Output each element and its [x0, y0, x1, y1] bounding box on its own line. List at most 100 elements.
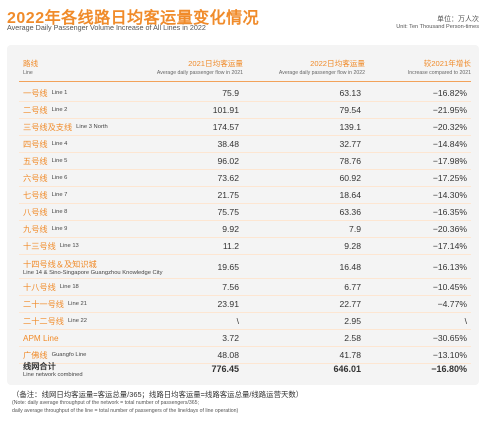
row-growth: −16.82%	[432, 88, 467, 98]
table-row: 二号线 Line 2 101.91 79.54 −21.95%	[19, 102, 471, 119]
header-2021: 2021日均客运量 Average daily passenger flow i…	[157, 58, 243, 76]
table-row: 一号线 Line 1 75.9 63.13 −16.82%	[19, 85, 471, 102]
row-line-name-zh: 二十二号线	[23, 317, 64, 326]
header-divider	[19, 81, 471, 82]
row-growth: −13.10%	[432, 350, 467, 360]
table-row: 十三号线 Line 13 11.2 9.28 −17.14%	[19, 238, 471, 255]
row-line-name: 五号线 Line 5	[23, 153, 67, 169]
row-value-2021: 75.75	[217, 207, 239, 217]
row-value-2022: 2.58	[344, 333, 361, 343]
row-line-name-en: Guangfo Line	[51, 352, 87, 358]
page-title: 2022年各线路日均客运量变化情况	[7, 10, 260, 27]
row-value-2022: 32.77	[339, 139, 361, 149]
row-value-2021: 21.75	[217, 190, 239, 200]
total-name-en: Line network combined	[23, 372, 83, 378]
row-line-name-en: Line 1	[51, 90, 68, 96]
row-growth: −20.32%	[432, 122, 467, 132]
footnote-zh: （备注：线网日均客运量=客运总量/365；线路日均客运量=线路客运总量/线路运营…	[12, 390, 304, 399]
row-growth: −17.14%	[432, 241, 467, 251]
row-value-2021: 101.91	[212, 105, 239, 115]
row-line-name-zh: 二十一号线	[23, 300, 64, 309]
row-line-name-en: Line 14 & Sino-Singapore Guangzhou Knowl…	[23, 269, 163, 276]
row-value-2022: 22.77	[339, 299, 361, 309]
row-value-2021: 38.48	[217, 139, 239, 149]
row-line-name-zh: 一号线	[23, 89, 48, 98]
row-value-2021: 9.92	[222, 224, 239, 234]
row-value-2021: 174.57	[212, 122, 239, 132]
row-value-2022: 60.92	[339, 173, 361, 183]
row-value-2022: 63.36	[339, 207, 361, 217]
row-line-name-zh: 广佛线	[23, 351, 48, 360]
header-2022-en: Average daily passenger flow in 2022	[278, 70, 365, 76]
row-line-name: 二十二号线 Line 22	[23, 313, 87, 329]
row-line-name: 十三号线 Line 13	[23, 238, 79, 254]
row-value-2021: 73.62	[217, 173, 239, 183]
row-line-name-en: Line 4	[51, 141, 68, 147]
row-value-2022: 139.1	[339, 122, 361, 132]
total-row: 线网合计 Line network combined 776.45 646.01…	[19, 358, 471, 380]
row-line-name-zh: 四号线	[23, 140, 48, 149]
row-line-name-zh: 九号线	[23, 225, 48, 234]
row-value-2021: 11.2	[222, 241, 239, 251]
row-value-2021: 19.65	[217, 261, 239, 272]
row-value-2021: 96.02	[217, 156, 239, 166]
row-growth: −4.77%	[437, 299, 467, 309]
total-2021: 776.45	[211, 364, 239, 374]
total-2022: 646.01	[333, 364, 361, 374]
row-line-name: 七号线 Line 7	[23, 187, 67, 203]
row-line-name-en: Line 21	[67, 301, 87, 307]
row-line-name-en: Line 18	[59, 284, 79, 290]
row-value-2021: 7.56	[222, 282, 239, 292]
row-value-2021: 23.91	[217, 299, 239, 309]
table-row: 八号线 Line 8 75.75 63.36 −16.35%	[19, 204, 471, 221]
row-line-name: APM Line	[23, 330, 63, 346]
page-subtitle: Average Daily Passenger Volume Increase …	[7, 23, 206, 32]
row-line-name-en: Line 9	[51, 226, 68, 232]
row-line-name: 四号线 Line 4	[23, 136, 67, 152]
row-value-2022: 6.77	[344, 282, 361, 292]
table-row: 十四号线＆及知识城 Line 14 & Sino-Singapore Guangz…	[19, 255, 471, 279]
row-line-name-zh: 三号线及支线	[23, 123, 73, 132]
row-line-name: 二十一号线 Line 21	[23, 296, 87, 312]
row-value-2022: 79.54	[339, 105, 361, 115]
header-line-zh: 路线	[23, 59, 39, 68]
row-value-2022: 78.76	[339, 156, 361, 166]
row-value-2021: 75.9	[222, 88, 239, 98]
row-line-name: 二号线 Line 2	[23, 102, 67, 118]
header-growth: 较2021年增长 Increase compared to 2021	[408, 58, 471, 76]
row-growth: −20.36%	[432, 224, 467, 234]
row-line-name-en: Line 8	[51, 209, 68, 215]
unit-label-en: Unit: Ten Thousand Person-times	[396, 24, 479, 30]
row-line-name-en: Line 3 North	[76, 124, 108, 130]
table-row: 九号线 Line 9 9.92 7.9 −20.36%	[19, 221, 471, 238]
row-value-2022: 18.64	[339, 190, 361, 200]
row-line-name-zh: 八号线	[23, 208, 48, 217]
header-2022: 2022日均客运量 Average daily passenger flow i…	[279, 58, 365, 76]
row-growth: −14.30%	[432, 190, 467, 200]
table-row: 四号线 Line 4 38.48 32.77 −14.84%	[19, 136, 471, 153]
header-growth-zh: 较2021年增长	[423, 59, 471, 68]
row-growth: −21.95%	[432, 105, 467, 115]
table-row: 三号线及支线 Line 3 North 174.57 139.1 −20.32%	[19, 119, 471, 136]
row-value-2021: 3.72	[222, 333, 239, 343]
table-row: 广佛线 Guangfo Line 48.08 41.78 −13.10%	[19, 347, 471, 364]
row-value-2022: 16.48	[339, 261, 361, 272]
table-row: 二十二号线 Line 22 \ 2.95 \	[19, 313, 471, 330]
row-growth: −16.13%	[432, 261, 467, 272]
total-growth: −16.80%	[431, 364, 467, 374]
total-name: 线网合计 Line network combined	[23, 358, 83, 380]
row-value-2021: \	[236, 316, 239, 326]
row-line-name-zh: 十八号线	[23, 283, 56, 292]
row-line-name: 六号线 Line 6	[23, 170, 67, 186]
row-line-name-en: Line 2	[51, 107, 68, 113]
row-value-2021: 48.08	[217, 350, 239, 360]
row-value-2022: 41.78	[339, 350, 361, 360]
header-2021-zh: 2021日均客运量	[188, 59, 243, 68]
table-row: 二十一号线 Line 21 23.91 22.77 −4.77%	[19, 296, 471, 313]
row-line-name-en: Line 22	[67, 318, 87, 324]
row-line-name: 九号线 Line 9	[23, 221, 67, 237]
row-growth: \	[464, 316, 467, 326]
row-line-name-en: Line 7	[51, 192, 68, 198]
row-line-name-zh: 十四号线＆及知识城	[23, 259, 97, 269]
header-line: 路线 Line	[23, 58, 38, 76]
